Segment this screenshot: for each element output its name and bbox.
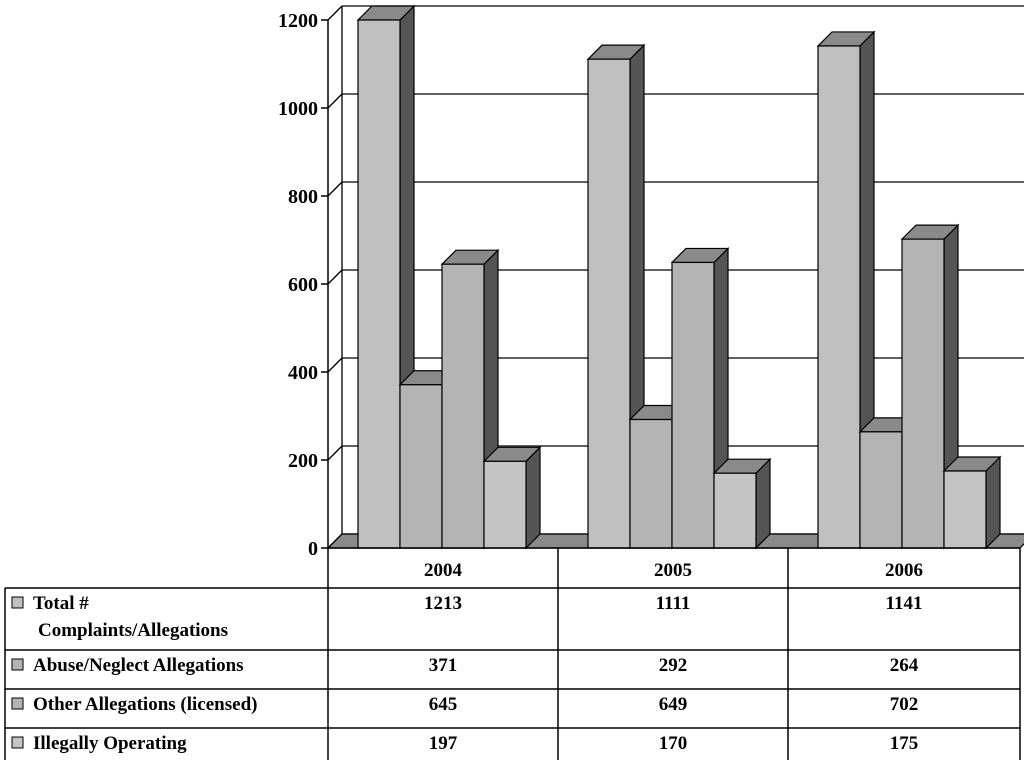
- bar-side: [755, 457, 771, 550]
- bar: [901, 238, 945, 549]
- y-tick-label: 1200: [278, 10, 318, 32]
- bars: [356, 4, 1002, 550]
- category-label: 2006: [885, 560, 923, 581]
- legend-swatch: [11, 697, 24, 710]
- category-label: 2004: [424, 560, 463, 581]
- table-value: 649: [659, 694, 688, 715]
- table-value: 1111: [656, 593, 691, 614]
- bar: [357, 19, 401, 549]
- bar-side: [525, 445, 541, 550]
- gridline-side: [327, 357, 343, 373]
- gridline-side: [327, 93, 343, 109]
- gridline-side: [327, 181, 343, 197]
- table-value: 264: [890, 655, 919, 676]
- table-value: 1141: [886, 593, 923, 614]
- legend-swatch: [11, 658, 24, 671]
- series-label: Other Allegations (licensed): [33, 694, 257, 715]
- bar: [441, 263, 485, 549]
- bar-side: [985, 455, 1001, 550]
- table-value: 702: [890, 694, 919, 715]
- bar: [859, 431, 903, 549]
- bar: [629, 418, 673, 549]
- bar: [483, 460, 527, 549]
- y-tick-label: 0: [308, 538, 318, 560]
- bar: [943, 470, 987, 549]
- y-axis: 0 200 400 600 800 1000 1200: [278, 10, 329, 560]
- series-label: Abuse/Neglect Allegations: [33, 655, 244, 676]
- series-label: Illegally Operating: [33, 733, 187, 754]
- table-value: 1213: [424, 593, 462, 614]
- gridline-side: [327, 5, 343, 21]
- legend-swatch: [11, 736, 24, 749]
- bar: [671, 261, 715, 549]
- y-tick-label: 800: [288, 186, 318, 208]
- y-tick-label: 1000: [278, 98, 318, 120]
- bar: [399, 384, 443, 549]
- bar: [587, 58, 631, 549]
- table-value: 197: [429, 733, 458, 754]
- gridline-side: [327, 269, 343, 285]
- table-value: 645: [429, 694, 458, 715]
- category-label: 2005: [654, 560, 692, 581]
- table-value: 170: [659, 733, 688, 754]
- table-value: 292: [659, 655, 688, 676]
- y-tick-label: 400: [288, 362, 318, 384]
- legend-swatch: [11, 596, 24, 609]
- series-label: Total #: [33, 593, 89, 614]
- data-table: 2004 2005 2006 Total # Complaints/Allegation…: [4, 547, 1021, 760]
- y-tick-label: 200: [288, 450, 318, 472]
- series-label: Complaints/Allegations: [38, 620, 228, 641]
- bar: [817, 45, 861, 549]
- table-value: 175: [890, 733, 919, 754]
- bar: [713, 472, 757, 549]
- y-tick-label: 600: [288, 274, 318, 296]
- table-value: 371: [429, 655, 458, 676]
- gridline-side: [327, 445, 343, 461]
